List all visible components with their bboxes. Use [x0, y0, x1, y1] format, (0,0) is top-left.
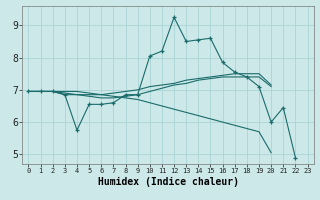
X-axis label: Humidex (Indice chaleur): Humidex (Indice chaleur) [98, 177, 238, 187]
